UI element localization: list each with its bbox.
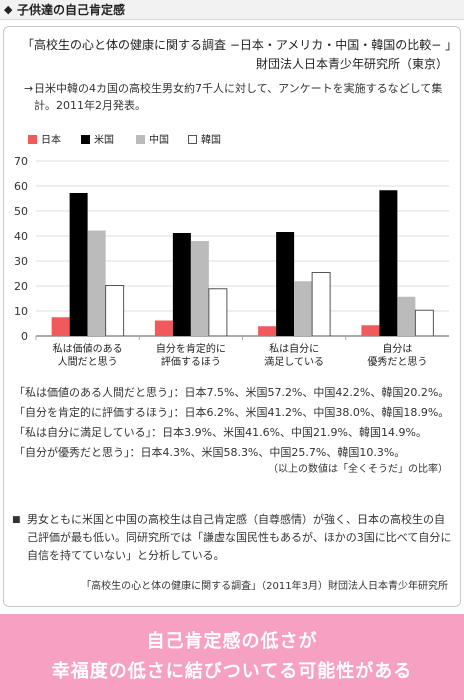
bar: [208, 288, 228, 337]
y-tick-label: 50: [14, 205, 28, 218]
section-title: 子供達の自己肯定感: [17, 3, 126, 17]
survey-description: → 日米中韓の4カ国の高校生男女約7千人に対して、アンケートを実施するなどして集…: [24, 80, 444, 114]
diamond-icon: ◆: [4, 3, 13, 16]
bar: [379, 190, 398, 336]
bar: [311, 272, 331, 337]
survey-description-text: 日米中韓の4カ国の高校生男女約7千人に対して、アンケートを実施するなどして集計。…: [34, 82, 443, 112]
bar: [51, 317, 70, 336]
bar: [87, 230, 106, 336]
section-heading: ◆ 子供達の自己肯定感: [0, 0, 464, 20]
legend-label-korea: 韓国: [201, 135, 221, 146]
x-tick-label: 自分は: [382, 342, 412, 355]
legend-swatch-china: [136, 135, 145, 144]
y-tick-label: 60: [14, 180, 28, 193]
bar: [105, 285, 125, 337]
summary-text: 男女ともに米国と中国の高校生は自己肯定感（自尊感情）が強く、日本の高校生の自己評…: [27, 513, 452, 562]
legend-item-china: 中国: [136, 134, 169, 148]
bar: [397, 296, 416, 336]
y-tick-label: 0: [21, 330, 28, 343]
y-tick-label: 40: [14, 230, 28, 243]
legend-label-japan: 日本: [41, 135, 61, 146]
x-tick-label: 人間だと思う: [58, 356, 118, 368]
conclusion-banner: 自己肯定感の低さが 幸福度の低さに結びついてる可能性がある: [0, 614, 464, 700]
bar: [172, 233, 191, 336]
square-bullet-icon: ■: [12, 515, 21, 525]
arrow-icon: →: [24, 82, 34, 95]
bar: [361, 325, 380, 336]
legend-item-usa: 米国: [81, 134, 114, 148]
stat-row: 「私は価値のある人間だと思う」：日本7.5%、米国57.2%、中国42.2%、韓…: [14, 386, 450, 399]
x-tick-label: 優秀だと思う: [367, 355, 427, 368]
survey-organization: 財団法人日本青少年研究所（東京）: [255, 57, 448, 71]
bar: [69, 193, 88, 336]
bar: [276, 232, 295, 336]
stat-row: 「自分が優秀だと思う」：日本4.3%、米国58.3%、中国25.7%、韓国10.…: [14, 446, 406, 459]
bar-chart: 0 10 20 30 40 50 60 70 私は価値のある人間だと思う 自分を肯定的に評価するほ…: [14, 155, 449, 368]
x-tick-label: 私は自分に: [269, 342, 319, 355]
legend-item-korea: 韓国: [188, 134, 221, 148]
stat-row: 「自分を肯定的に評価するほう」：日本6.2%、米国41.2%、中国38.0%、韓…: [14, 406, 450, 419]
x-tick-label: 評価するほう: [161, 355, 221, 368]
bar: [258, 326, 277, 336]
bar: [414, 309, 434, 337]
y-tick-label: 70: [14, 155, 28, 168]
legend-swatch-korea: [188, 135, 197, 144]
x-tick-label: 私は価値のある: [53, 342, 123, 355]
y-tick-label: 10: [14, 305, 28, 318]
survey-title: 「高校生の心と体の健康に関する調査 −日本・アメリカ・中国・韓国の比較− 」: [22, 38, 458, 52]
banner-line-2: 幸福度の低さに結びついてる可能性がある: [51, 661, 413, 682]
x-tick-label: 自分を肯定的に: [156, 342, 226, 355]
legend-label-china: 中国: [149, 135, 169, 146]
y-tick-label: 20: [14, 280, 28, 293]
legend-item-japan: 日本: [28, 134, 61, 148]
bar: [154, 320, 173, 336]
x-tick-label: 満足している: [264, 356, 324, 368]
source-citation: 「高校生の心と体の健康に関する調査」（2011年3月）財団法人日本青少年研究所: [81, 581, 448, 592]
ratio-note: （以上の数値は「全くそうだ」の比率）: [268, 464, 448, 475]
bar: [190, 241, 209, 336]
y-tick-label: 30: [14, 255, 28, 268]
stat-row: 「私は自分に満足している」：日本3.9%、米国41.6%、中国21.9%、韓国1…: [14, 426, 427, 439]
legend-label-usa: 米国: [94, 135, 114, 146]
bar: [294, 281, 313, 336]
legend-swatch-usa: [81, 135, 90, 144]
summary: ■ 男女ともに米国と中国の高校生は自己肯定感（自尊感情）が強く、日本の高校生の自…: [12, 511, 452, 565]
banner-line-1: 自己肯定感の低さが: [146, 631, 318, 652]
legend-swatch-japan: [28, 135, 37, 144]
stats-list: 「私は価値のある人間だと思う」：日本7.5%、米国57.2%、中国42.2%、韓…: [14, 383, 454, 463]
